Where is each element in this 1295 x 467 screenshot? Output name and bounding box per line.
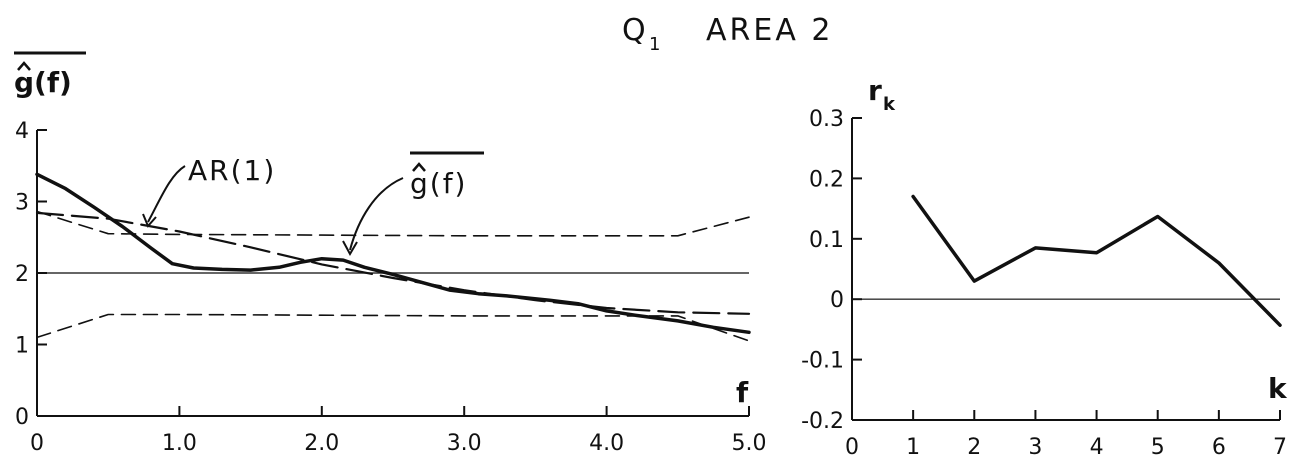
right-axes: -0.2 -0.1 0 0.1 0.2 0.3 0 1 2 3 4 5 6 7: [801, 107, 1287, 460]
right-y-tick-label: 0: [830, 288, 844, 313]
spectrum-panel: 0 1 2 3 4 0 1.0 2.0 3.0 4.0 5.0 g(f) f AR(1) g(f): [14, 51, 767, 456]
left-x-tick-label: 3.0: [447, 431, 482, 456]
gf-annotation-text: g(f): [410, 167, 467, 200]
left-y-label: g(f): [14, 66, 72, 99]
left-x-label: f: [736, 376, 749, 409]
right-x-label: k: [1268, 372, 1288, 405]
title-subscript: 1: [649, 34, 660, 55]
autocorrelation-panel: -0.2 -0.1 0 0.1 0.2 0.3 0 1 2 3 4 5 6 7 r k k: [801, 74, 1288, 460]
left-series-g-f-: [35, 172, 751, 335]
right-y-label: r: [868, 74, 882, 107]
right-x-tick-label: 0: [845, 435, 859, 460]
left-series-group: [35, 172, 751, 342]
ar1-annotation: AR(1): [142, 154, 276, 228]
title-suffix: AREA 2: [706, 13, 833, 48]
left-x-tick-label: 2.0: [304, 431, 339, 456]
right-y-tick-label: -0.2: [801, 409, 844, 434]
title-main: Q: [622, 13, 649, 48]
right-y-tick-label: -0.1: [801, 349, 844, 374]
left-x-tick-label: 5.0: [732, 431, 767, 456]
right-series-group: [911, 194, 1282, 327]
left-series-ar-1-: [35, 211, 751, 315]
right-y-label-subscript: k: [883, 94, 896, 115]
left-series-lower-band: [36, 313, 750, 342]
left-y-tick-label: 1: [15, 334, 29, 359]
right-y-tick-label: 0.2: [809, 167, 844, 192]
right-x-tick-label: 1: [906, 435, 920, 460]
left-y-tick-label: 2: [15, 262, 29, 287]
left-y-tick-label: 3: [15, 191, 29, 216]
chart-title: Q 1 AREA 2: [622, 13, 833, 55]
right-x-tick-label: 3: [1028, 435, 1042, 460]
right-x-tick-label: 4: [1090, 435, 1104, 460]
right-y-axis-label: r k: [868, 74, 896, 115]
gf-annotation-hat: [412, 162, 426, 172]
gf-arrow-line: [349, 177, 404, 251]
left-y-axis-label: g(f): [14, 51, 86, 99]
left-series-upper-band: [36, 210, 750, 237]
ar1-annotation-text: AR(1): [188, 154, 276, 187]
gf-arrow-head: [342, 240, 358, 257]
left-y-tick-label: 4: [15, 119, 29, 144]
left-y-tick-label: 0: [15, 405, 29, 430]
right-x-tick-label: 5: [1151, 435, 1165, 460]
ar1-arrow-line: [147, 165, 186, 223]
right-x-tick-label: 2: [967, 435, 981, 460]
right-series-r-k: [911, 194, 1282, 327]
ylabel-hat: [17, 61, 31, 71]
right-x-tick-label: 6: [1212, 435, 1226, 460]
gf-annotation: g(f): [342, 151, 484, 257]
left-x-tick-label: 4.0: [589, 431, 624, 456]
right-x-tick-label: 7: [1273, 435, 1287, 460]
ar1-arrow-head: [142, 213, 157, 228]
left-x-tick-label: 0: [30, 431, 44, 456]
left-axes: 0 1 2 3 4 0 1.0 2.0 3.0 4.0 5.0: [15, 119, 767, 456]
left-x-tick-label: 1.0: [162, 431, 197, 456]
right-y-tick-label: 0.1: [809, 228, 844, 253]
right-y-tick-label: 0.3: [809, 107, 844, 132]
